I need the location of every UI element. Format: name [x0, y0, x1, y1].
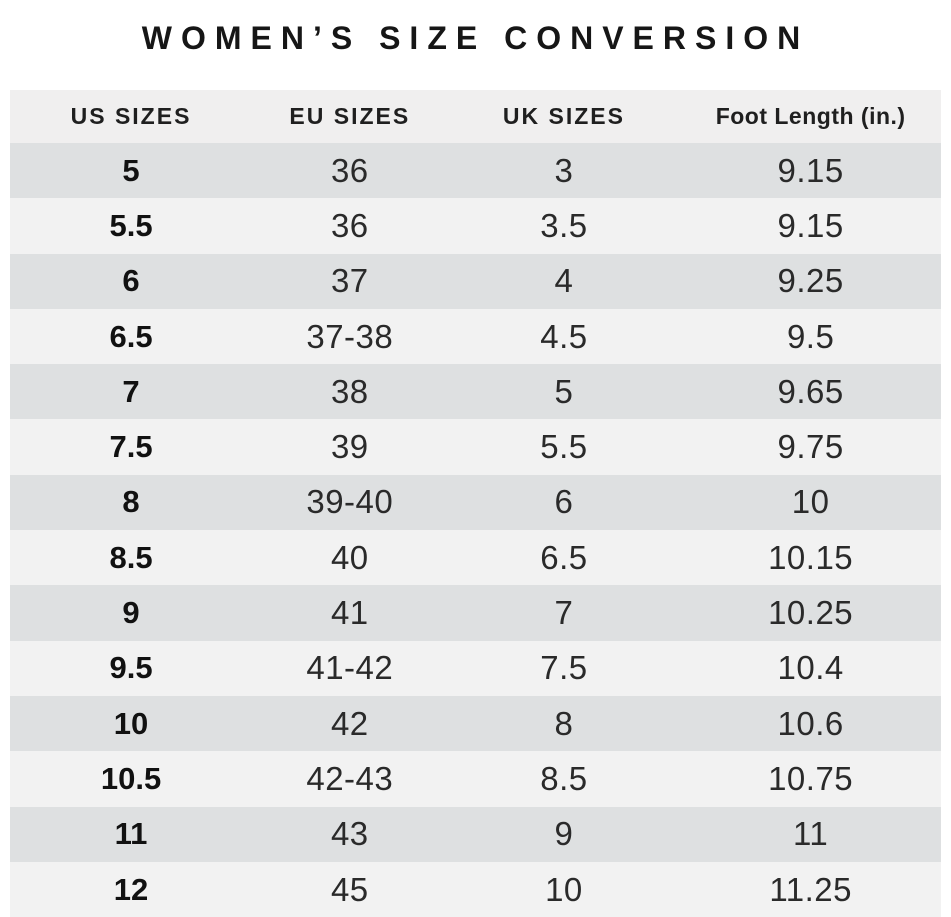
- foot-length-cell: 10.4: [777, 649, 844, 687]
- eu-size-cell: 37: [330, 262, 369, 300]
- table-row: 6.5 37-38 4.5 9.5: [10, 308, 941, 365]
- uk-size-cell: 9: [554, 815, 574, 853]
- foot-length-cell: 11: [793, 815, 829, 853]
- table-row: 9.5 41-42 7.5 10.4: [10, 640, 941, 696]
- uk-size-cell: 3: [554, 151, 574, 189]
- eu-size-cell: 36: [330, 206, 369, 244]
- foot-length-cell: 11.25: [769, 870, 852, 908]
- us-size-cell: 8: [122, 484, 140, 520]
- eu-size-cell: 38: [330, 372, 369, 410]
- uk-size-cell: 7: [554, 594, 574, 632]
- uk-size-cell: 10: [545, 870, 583, 908]
- size-conversion-table: US SIZES EU SIZES UK SIZES Foot Length (…: [10, 90, 941, 917]
- foot-length-cell: 9.15: [777, 151, 844, 189]
- us-size-cell: 12: [113, 871, 149, 907]
- foot-length-cell: 9.25: [777, 262, 844, 300]
- table-body: 5 36 3 9.15 5.5 36 3.5 9.15 6 37 4 9.25 6.5 37-38 4.5 9…: [10, 143, 941, 917]
- us-size-cell: 6: [122, 263, 140, 299]
- table-row: 10.5 42-43 8.5 10.75: [10, 751, 941, 807]
- table-row: 11 43 9 11: [10, 806, 941, 862]
- header-eu-sizes: EU SIZES: [289, 103, 411, 129]
- foot-length-cell: 10.6: [777, 704, 844, 742]
- us-size-cell: 7: [122, 373, 140, 409]
- us-size-cell: 10: [113, 705, 149, 741]
- page-title: WOMEN’S SIZE CONVERSION: [141, 19, 810, 56]
- table-row: 7.5 39 5.5 9.75: [10, 419, 941, 475]
- header-foot-length: Foot Length (in.): [715, 103, 906, 129]
- eu-size-cell: 36: [330, 151, 369, 189]
- foot-length-cell: 9.65: [777, 372, 844, 410]
- foot-length-cell: 10.15: [768, 538, 854, 576]
- eu-size-cell: 40: [330, 538, 369, 576]
- table-row: 9 41 7 10.25: [10, 585, 941, 641]
- us-size-cell: 5.5: [109, 207, 153, 243]
- eu-size-cell: 45: [330, 870, 369, 908]
- table-row: 8 39-40 6 10: [10, 474, 941, 531]
- us-size-cell: 7.5: [109, 429, 153, 465]
- foot-length-cell: 9.75: [777, 428, 844, 466]
- uk-size-cell: 3.5: [540, 206, 588, 244]
- foot-length-cell: 10.75: [768, 759, 854, 797]
- uk-size-cell: 4.5: [540, 317, 588, 355]
- eu-size-cell: 39: [330, 428, 369, 466]
- uk-size-cell: 5.5: [540, 428, 588, 466]
- table-row: 8.5 40 6.5 10.15: [10, 530, 941, 586]
- foot-length-cell: 10: [791, 483, 830, 521]
- eu-size-cell: 43: [330, 815, 369, 853]
- table-row: 5.5 36 3.5 9.15: [10, 198, 941, 254]
- us-size-cell: 10.5: [100, 760, 162, 796]
- us-size-cell: 9.5: [109, 650, 153, 686]
- table-row: 6 37 4 9.25: [10, 253, 941, 309]
- eu-size-cell: 42-43: [306, 759, 394, 797]
- foot-length-cell: 10.25: [768, 594, 854, 632]
- eu-size-cell: 41: [330, 594, 369, 632]
- us-size-cell: 9: [122, 595, 140, 631]
- uk-size-cell: 7.5: [540, 649, 588, 687]
- eu-size-cell: 37-38: [306, 317, 394, 355]
- foot-length-cell: 9.5: [786, 317, 835, 355]
- table-row: 5 36 3 9.15: [10, 143, 941, 199]
- header-uk-sizes: UK SIZES: [502, 103, 625, 129]
- uk-size-cell: 8.5: [540, 759, 588, 797]
- table-row: 12 45 10 11.25: [10, 861, 941, 917]
- table-header-row: US SIZES EU SIZES UK SIZES Foot Length (…: [10, 90, 941, 143]
- eu-size-cell: 41-42: [306, 649, 394, 687]
- uk-size-cell: 6.5: [540, 538, 588, 576]
- table-row: 7 38 5 9.65: [10, 364, 941, 420]
- us-size-cell: 6.5: [109, 318, 153, 354]
- us-size-cell: 5: [122, 152, 140, 188]
- uk-size-cell: 8: [554, 704, 574, 742]
- us-size-cell: 8.5: [109, 539, 153, 575]
- eu-size-cell: 42: [330, 704, 369, 742]
- foot-length-cell: 9.15: [777, 206, 844, 244]
- header-us-sizes: US SIZES: [70, 103, 192, 129]
- table-row: 10 42 8 10.6: [10, 695, 941, 752]
- us-size-cell: 11: [114, 816, 148, 852]
- uk-size-cell: 6: [554, 483, 574, 521]
- eu-size-cell: 39-40: [306, 483, 394, 521]
- uk-size-cell: 4: [554, 262, 574, 300]
- uk-size-cell: 5: [554, 372, 574, 410]
